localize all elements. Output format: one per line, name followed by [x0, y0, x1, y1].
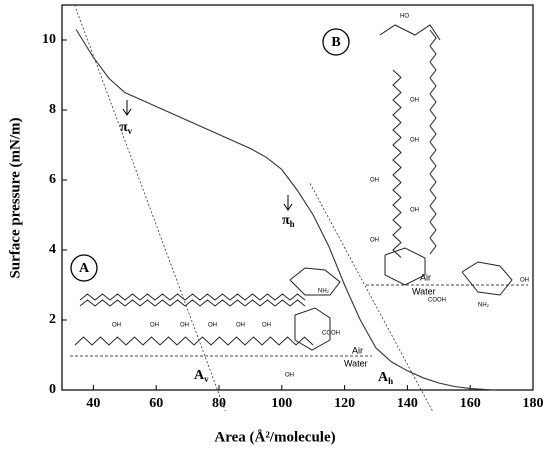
- label-main: A: [378, 370, 389, 385]
- atom-label: OH: [150, 323, 159, 329]
- sugar: [461, 261, 513, 296]
- water-label: Water: [412, 286, 436, 296]
- atom-label: OH: [410, 208, 419, 214]
- y-tick-label: 8: [49, 102, 56, 117]
- label-sub: v: [204, 374, 209, 384]
- y-tick-label: 6: [49, 172, 56, 187]
- y-tick-label: 2: [49, 312, 56, 327]
- arrow: [283, 195, 293, 211]
- label-sub: h: [388, 376, 393, 386]
- atom-label: OH: [262, 323, 271, 329]
- atom-label: OH: [236, 323, 245, 329]
- panel-circle: [322, 28, 350, 56]
- chain: [74, 336, 314, 346]
- x-tick-label: 40: [86, 396, 100, 411]
- atom-label: OH: [285, 373, 294, 379]
- atom-label: OH: [410, 98, 419, 104]
- molecule-structures: A B Air Water Air Water COOH NH₂ COOH NH…: [70, 14, 529, 379]
- x-tick-label: 100: [271, 396, 292, 411]
- isotherm-line: [75, 29, 496, 391]
- atom-label: OH: [112, 323, 121, 329]
- a-v-label: Av: [194, 368, 209, 384]
- chain: [429, 29, 437, 255]
- tangent-line: [74, 5, 226, 412]
- air-label: Air: [420, 272, 431, 282]
- atom-label: OH: [410, 138, 419, 144]
- atom-label: NH₂: [318, 289, 330, 295]
- x-tick-label: 60: [149, 396, 163, 411]
- atom-label: OH: [180, 323, 189, 329]
- atom-label: COOH: [428, 298, 446, 304]
- atom-label: OH: [370, 178, 379, 184]
- label-main: π: [120, 120, 128, 135]
- ring: [384, 247, 426, 286]
- x-tick-label: 180: [523, 396, 544, 411]
- y-tick-label: 0: [49, 382, 56, 397]
- x-axis-label: Area (Å²/molecule): [214, 429, 335, 445]
- label-sub: h: [290, 219, 295, 229]
- pi-h-label: πh: [282, 213, 295, 229]
- y-tick-label: 4: [49, 242, 56, 257]
- atom-label: OH: [520, 278, 529, 284]
- head: [379, 24, 441, 41]
- chain: [79, 299, 306, 307]
- atom-label: NH₂: [478, 303, 490, 309]
- label-main: A: [194, 368, 205, 383]
- panel-circle: [70, 254, 98, 282]
- x-tick-label: 120: [334, 396, 355, 411]
- label-sub: v: [128, 126, 133, 136]
- chain: [392, 69, 402, 258]
- plot-frame: [61, 4, 534, 391]
- atom-label: HO: [400, 14, 409, 20]
- panel-label: B: [331, 35, 340, 50]
- a-h-label: Ah: [378, 370, 393, 386]
- arrow: [122, 100, 132, 116]
- atom-label: COOH: [322, 331, 340, 337]
- sugar: [289, 267, 341, 296]
- x-tick-label: 140: [397, 396, 418, 411]
- water-label: Water: [344, 358, 368, 368]
- ring: [294, 307, 331, 351]
- y-axis-label: Surface pressure (mN/m): [7, 117, 23, 278]
- pi-v-label: πv: [120, 120, 133, 136]
- tangent-line: [309, 183, 433, 412]
- label-main: π: [282, 213, 290, 228]
- x-tick-label: 80: [212, 396, 226, 411]
- chain: [79, 293, 306, 301]
- annotations: πv πh Av Ah: [120, 100, 393, 386]
- x-tick-label: 160: [460, 396, 481, 411]
- panel-label: A: [79, 261, 90, 276]
- y-tick-label: 10: [42, 32, 56, 47]
- atom-label: OH: [208, 323, 217, 329]
- air-label: Air: [352, 345, 363, 355]
- atom-label: OH: [370, 238, 379, 244]
